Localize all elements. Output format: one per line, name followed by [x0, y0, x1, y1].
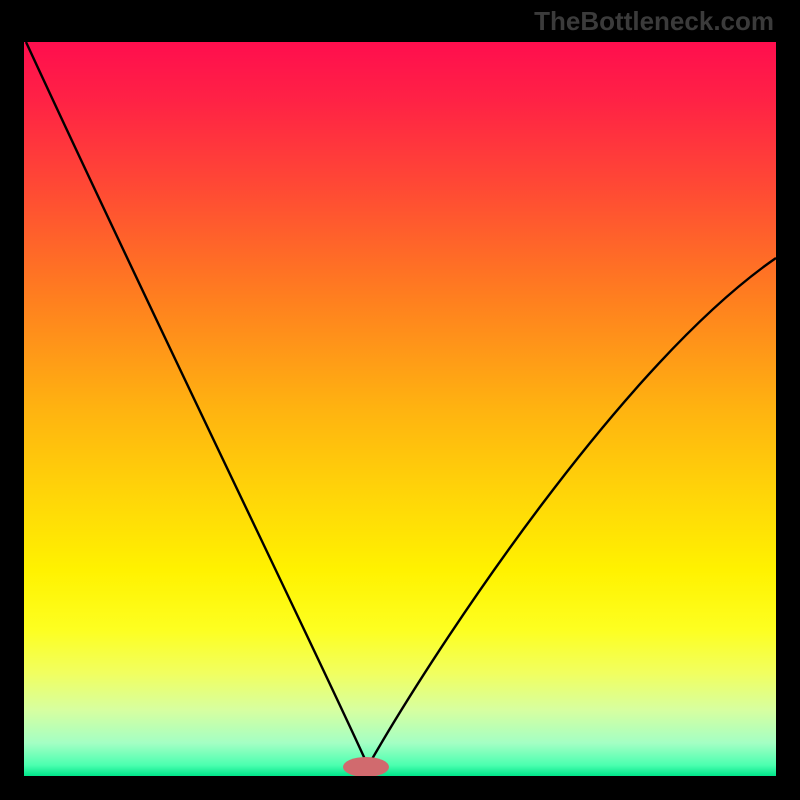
plot-background [24, 42, 776, 776]
chart-svg [0, 0, 800, 800]
outer-black [0, 0, 800, 800]
frame-left [0, 0, 24, 800]
frame-right [776, 0, 800, 800]
chart-container: TheBottleneck.com [0, 0, 800, 800]
vertex-marker [343, 757, 389, 777]
watermark-text: TheBottleneck.com [534, 6, 774, 37]
curve-left [26, 42, 368, 766]
curve-right [368, 258, 776, 766]
frame-bottom [0, 776, 800, 800]
